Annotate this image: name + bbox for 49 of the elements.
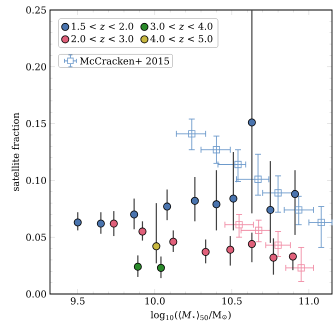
y-tick-label: 0.05 xyxy=(26,234,46,241)
legend-label: 1.5 < z < 2.0 xyxy=(72,22,134,30)
y-tick-label: 0.00 xyxy=(26,290,46,298)
point xyxy=(188,130,196,138)
y-tick-label: 0.10 xyxy=(26,176,46,184)
legend-label: 3.0 < z < 4.0 xyxy=(150,22,212,30)
point xyxy=(234,160,242,168)
point xyxy=(169,238,178,246)
point xyxy=(235,221,243,228)
point xyxy=(110,220,118,228)
point xyxy=(134,262,142,271)
point xyxy=(229,194,238,203)
point xyxy=(74,218,82,226)
y-tick-label: 0.15 xyxy=(26,120,46,128)
point xyxy=(291,190,300,198)
y-tick-label: 0.25 xyxy=(26,6,46,14)
point xyxy=(138,228,146,236)
y-axis-title: satellite fraction xyxy=(12,112,20,191)
point xyxy=(248,118,256,126)
point xyxy=(254,176,262,183)
point xyxy=(202,248,210,256)
x-tick-label: 11.0 xyxy=(300,297,319,305)
point xyxy=(269,254,278,262)
legend-label: 4.0 < z < 5.0 xyxy=(150,35,212,42)
point xyxy=(212,146,220,154)
point xyxy=(96,220,105,228)
point xyxy=(190,196,199,205)
point xyxy=(318,218,325,226)
text: log$_{10}$(⟨M$_{⋆}$⟩$_{50}$/M$_{⊙}$) xyxy=(150,311,231,320)
point xyxy=(298,264,305,272)
point xyxy=(163,202,172,211)
point xyxy=(266,206,274,214)
x-tick-label: 10.0 xyxy=(145,297,165,305)
point xyxy=(156,264,165,272)
point xyxy=(248,240,256,248)
point xyxy=(288,252,297,260)
point xyxy=(255,226,262,234)
legend-label: 2.0 < z < 3.0 xyxy=(71,35,134,42)
point xyxy=(274,189,282,196)
point xyxy=(130,210,138,218)
y-tick-label: 0.20 xyxy=(26,63,46,70)
point xyxy=(295,206,302,214)
x-tick-label: 10.5 xyxy=(222,297,242,305)
legend-label: McCracken+ 2015 xyxy=(80,57,169,65)
point xyxy=(226,246,234,254)
x-tick-label: 9.5 xyxy=(70,297,85,305)
point xyxy=(212,200,220,208)
point xyxy=(152,242,160,250)
point xyxy=(274,242,282,249)
